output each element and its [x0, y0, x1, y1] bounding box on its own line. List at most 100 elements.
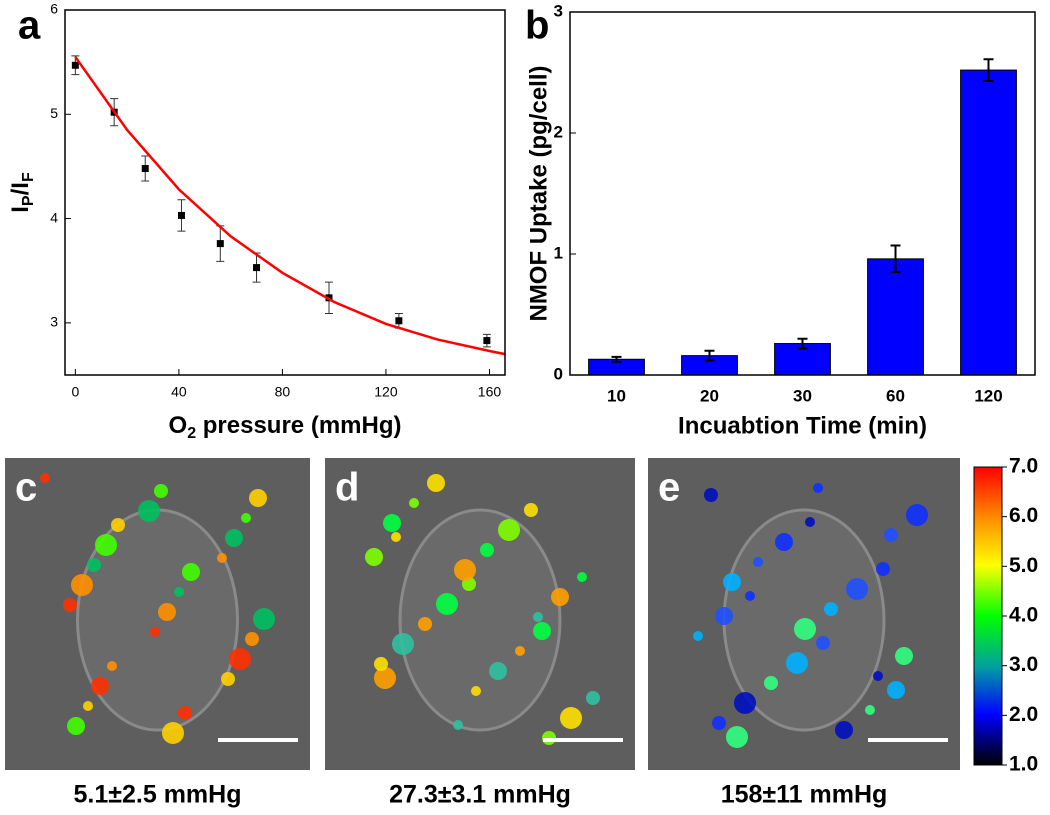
- label-part: P: [20, 195, 37, 206]
- x-axis-label: Incuabtion Time (min): [678, 412, 927, 439]
- probe-signal: [217, 553, 227, 563]
- bar: [960, 69, 1017, 376]
- probe-signal: [221, 672, 235, 686]
- probe-signal: [515, 646, 525, 656]
- cell-outline: [398, 508, 562, 732]
- colorbar-label: 6.0: [1009, 504, 1038, 527]
- data-point: [71, 61, 79, 69]
- probe-signal: [846, 578, 868, 600]
- probe-signal: [704, 488, 718, 502]
- x-tick-label: 0: [71, 384, 79, 400]
- x-tick-label: 120: [974, 386, 1002, 405]
- probe-signal: [253, 608, 275, 630]
- panel-label: d: [335, 466, 359, 510]
- y-tick-label: 3: [554, 1, 563, 20]
- fit-curve: [74, 56, 506, 356]
- probe-signal: [533, 622, 551, 640]
- probe-signal: [229, 648, 251, 670]
- probe-signal: [150, 627, 160, 637]
- probe-signal: [895, 647, 913, 665]
- probe-signal: [374, 667, 396, 689]
- probe-signal: [794, 618, 816, 640]
- probe-signal: [560, 707, 582, 729]
- x-axis-label: O2 pressure (mmHg): [169, 412, 402, 442]
- probe-signal: [712, 716, 726, 730]
- label-part: 2: [187, 425, 196, 442]
- plot-frame: [64, 9, 506, 376]
- probe-signal: [245, 632, 259, 646]
- probe-signal: [178, 706, 192, 720]
- probe-signal: [427, 474, 445, 492]
- y-tick-label: 2: [554, 122, 563, 141]
- data-point: [177, 211, 185, 219]
- probe-signal: [365, 548, 383, 566]
- error-bar: [611, 355, 622, 363]
- probe-signal: [138, 500, 160, 522]
- error-bar: [797, 337, 808, 350]
- label-part: /I: [7, 182, 34, 195]
- probe-signal: [91, 677, 109, 695]
- probe-signal: [162, 722, 184, 744]
- probe-signal: [805, 517, 815, 527]
- probe-signal: [87, 558, 101, 572]
- probe-signal: [111, 518, 125, 532]
- y-tick-label: 1: [554, 243, 563, 262]
- label-part: O: [169, 412, 188, 439]
- panel-label: b: [525, 4, 549, 48]
- probe-signal: [249, 489, 267, 507]
- probe-signal: [182, 563, 200, 581]
- probe-signal: [471, 686, 481, 696]
- probe-signal: [409, 498, 419, 508]
- probe-signal: [753, 557, 763, 567]
- data-point: [483, 337, 491, 345]
- plot-frame: [569, 11, 1036, 376]
- probe-signal: [174, 587, 184, 597]
- probe-signal: [391, 532, 401, 542]
- probe-signal: [40, 473, 50, 483]
- x-tick-label: 60: [886, 386, 905, 405]
- probe-signal: [225, 529, 243, 547]
- probe-signal: [498, 519, 520, 541]
- error-bar: [890, 244, 901, 274]
- probe-signal: [436, 593, 458, 615]
- probe-signal: [154, 484, 168, 498]
- probe-signal: [835, 721, 853, 739]
- probe-signal: [392, 633, 414, 655]
- probe-signal: [67, 717, 85, 735]
- panel-label: c: [15, 466, 37, 510]
- probe-signal: [241, 513, 251, 523]
- probe-signal: [418, 617, 432, 631]
- probe-signal: [374, 657, 388, 671]
- probe-signal: [693, 631, 703, 641]
- error-bar: [983, 58, 994, 82]
- bar: [867, 258, 924, 376]
- x-tick-label: 160: [478, 384, 502, 400]
- probe-signal: [884, 528, 898, 542]
- probe-signal: [586, 691, 600, 705]
- caption: 5.1±2.5 mmHg: [74, 781, 242, 809]
- y-axis-label: NMOF Uptake (pg/cell): [525, 65, 552, 321]
- probe-signal: [95, 534, 117, 556]
- probe-signal: [723, 573, 741, 591]
- data-point: [253, 264, 261, 272]
- probe-signal: [83, 701, 93, 711]
- probe-signal: [873, 671, 883, 681]
- probe-signal: [524, 503, 538, 517]
- probe-signal: [813, 483, 823, 493]
- x-tick-label: 30: [793, 386, 812, 405]
- probe-signal: [775, 533, 793, 551]
- probe-signal: [816, 636, 830, 650]
- label-part: I: [7, 206, 34, 213]
- probe-signal: [383, 514, 401, 532]
- probe-signal: [876, 562, 890, 576]
- colorbar-label: 5.0: [1009, 554, 1038, 577]
- probe-signal: [865, 705, 875, 715]
- probe-signal: [158, 603, 176, 621]
- probe-signal: [577, 572, 587, 582]
- caption: 27.3±3.1 mmHg: [389, 781, 571, 809]
- y-tick-label: 0: [554, 364, 563, 383]
- probe-signal: [715, 607, 733, 625]
- probe-signal: [824, 602, 838, 616]
- probe-signal: [786, 652, 808, 674]
